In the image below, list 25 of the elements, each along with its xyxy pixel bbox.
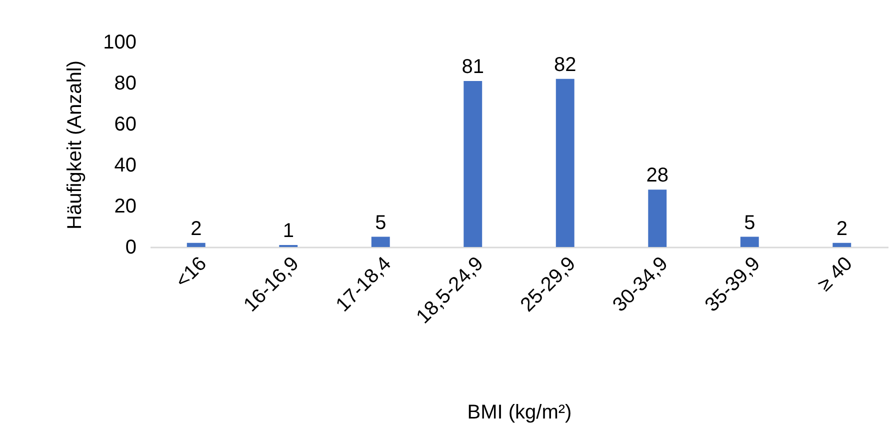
x-tick-label: <16 bbox=[171, 252, 211, 292]
bar bbox=[832, 242, 852, 247]
bar bbox=[464, 80, 482, 247]
y-tick-label: 100 bbox=[103, 32, 136, 54]
y-tick-label: 40 bbox=[114, 154, 136, 176]
data-label: 5 bbox=[744, 212, 756, 234]
bar bbox=[186, 242, 206, 247]
bar bbox=[648, 190, 667, 247]
data-label: 2 bbox=[836, 218, 848, 240]
y-tick-label: 20 bbox=[114, 196, 136, 218]
bar bbox=[740, 236, 759, 247]
y-tick-label: 80 bbox=[114, 72, 136, 94]
bar bbox=[371, 236, 390, 247]
data-label: 1 bbox=[282, 220, 294, 242]
data-label: 81 bbox=[462, 56, 484, 78]
data-label: 5 bbox=[375, 212, 386, 234]
bar bbox=[556, 78, 574, 247]
y-axis-title: Häufigkeit (Anzahl) bbox=[64, 60, 86, 230]
data-label: 2 bbox=[190, 218, 202, 240]
data-label: 28 bbox=[646, 164, 668, 187]
x-axis-title: BMI (kg/m²) bbox=[467, 401, 572, 424]
data-label: 82 bbox=[554, 54, 576, 76]
x-tick-label: ≥ 40 bbox=[814, 252, 857, 296]
y-tick-label: 60 bbox=[114, 114, 136, 136]
y-tick-label: 0 bbox=[125, 236, 136, 258]
